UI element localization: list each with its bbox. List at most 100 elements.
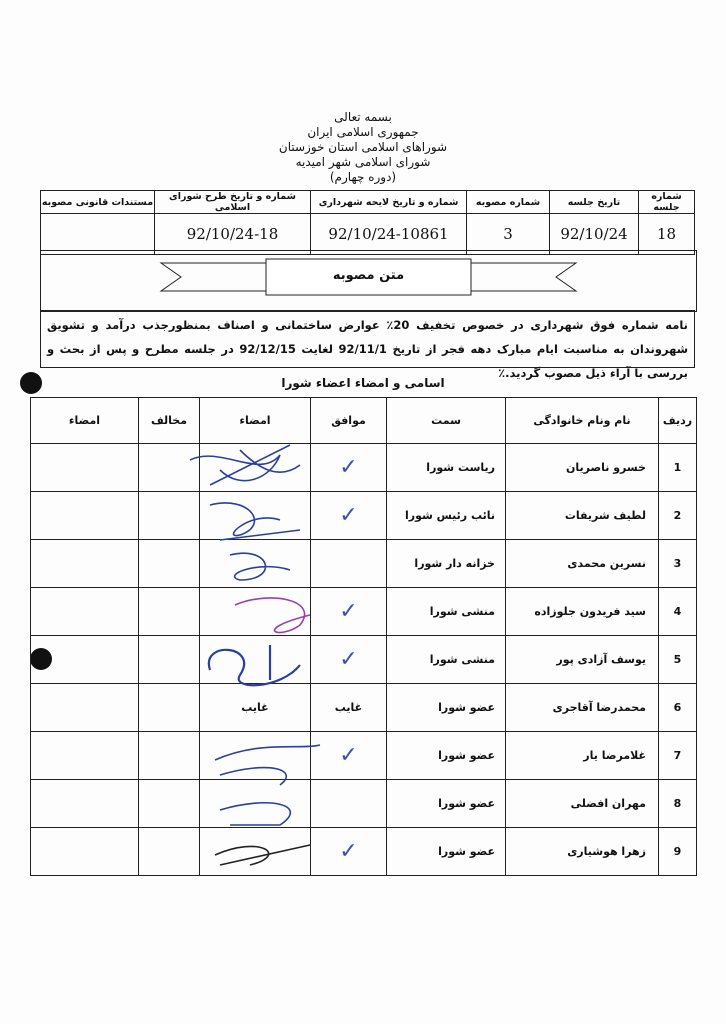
member-agree: ✓ — [310, 635, 387, 684]
member-sign2 — [30, 683, 139, 732]
header-bismillah: بسمه تعالی — [334, 110, 392, 124]
member-row: 4 سید فریدون جلوزاده منشی شورا ✓ — [30, 587, 697, 636]
signature-7 — [214, 744, 321, 786]
signature-5 — [207, 645, 301, 687]
member-oppose — [138, 443, 200, 492]
member-name: غلامرضا یار — [505, 731, 659, 780]
member-name: مهران افضلی — [505, 779, 659, 828]
member-row: 2 لطیف شریفات نائب رئیس شورا ✓ — [30, 491, 697, 540]
header-city-council: شورای اسلامی شهر امیدیه — [295, 155, 431, 169]
member-name: نسرین محمدی — [505, 539, 659, 588]
signature-1 — [189, 444, 301, 486]
member-sign2 — [30, 827, 139, 876]
member-role: منشی شورا — [386, 587, 506, 636]
member-no: 8 — [658, 779, 697, 828]
member-role: نائب رئیس شورا — [386, 491, 506, 540]
col-municipality-bill: شماره و تاریخ لایحه شهرداری — [310, 190, 467, 214]
member-role: خزانه دار شورا — [386, 539, 506, 588]
member-agree — [310, 539, 387, 588]
signature-4 — [234, 597, 311, 634]
member-agree: ✓ — [310, 731, 387, 780]
member-no: 5 — [658, 635, 697, 684]
col-oppose: مخالف — [138, 397, 200, 444]
signatures-overlay — [189, 444, 321, 866]
ribbon-banner-icon — [159, 258, 578, 296]
legal-docs — [40, 213, 155, 255]
col-legal-docs: مستندات قانونی مصوبه — [40, 190, 155, 214]
member-agree: ✓ — [310, 587, 387, 636]
signature-9 — [214, 844, 311, 866]
member-name: محمدرضا آقاجری — [505, 683, 659, 732]
member-agree: ✓ — [310, 491, 387, 540]
member-role: ریاست شورا — [386, 443, 506, 492]
member-oppose — [138, 779, 200, 828]
member-role: عضو شورا — [386, 827, 506, 876]
member-agree: ✓ — [310, 443, 387, 492]
signature-2 — [209, 502, 301, 541]
member-sign2 — [30, 779, 139, 828]
col-agree: موافق — [310, 397, 387, 444]
member-oppose — [138, 635, 200, 684]
member-agree: ✓ — [310, 827, 387, 876]
member-sign2 — [30, 731, 139, 780]
col-role: سمت — [386, 397, 506, 444]
punch-hole — [20, 372, 42, 394]
member-sign2 — [30, 539, 139, 588]
resolution-no: 3 — [466, 213, 550, 255]
col-signature-2: امضاء — [30, 397, 139, 444]
member-name: یوسف آزادی پور — [505, 635, 659, 684]
member-role: عضو شورا — [386, 683, 506, 732]
member-oppose — [138, 587, 200, 636]
header-country: جمهوری اسلامی ایران — [307, 125, 419, 139]
member-role: عضو شورا — [386, 779, 506, 828]
member-agree — [310, 779, 387, 828]
member-row: 8 مهران افضلی عضو شورا — [30, 779, 697, 828]
member-row: 3 نسرین محمدی خزانه دار شورا — [30, 539, 697, 588]
member-name: سید فریدون جلوزاده — [505, 587, 659, 636]
member-sign — [199, 827, 311, 876]
resolution-text: نامه شماره فوق شهرداری در خصوص تخفیف 20٪… — [40, 310, 695, 380]
member-oppose — [138, 683, 200, 732]
resolution-banner-box: متن مصوبه — [40, 250, 697, 312]
member-no: 7 — [658, 731, 697, 780]
member-no: 4 — [658, 587, 697, 636]
members-title: اسامی و امضاء اعضاء شورا — [281, 376, 445, 390]
member-oppose — [138, 731, 200, 780]
member-sign: غایب — [199, 683, 311, 732]
member-sign2 — [30, 443, 139, 492]
member-row: 1 خسرو ناصریان ریاست شورا ✓ — [30, 443, 697, 492]
col-council-plan: شماره و تاریخ طرح شورای اسلامی — [154, 190, 311, 214]
col-session-date: تاریخ جلسه — [549, 190, 639, 214]
member-row: 7 غلامرضا یار عضو شورا ✓ — [30, 731, 697, 780]
member-row: 6 محمدرضا آقاجری عضو شورا غایب غایب — [30, 683, 697, 732]
member-sign — [199, 491, 311, 540]
header-province-councils: شوراهای اسلامی استان خوزستان — [278, 140, 448, 154]
member-role: عضو شورا — [386, 731, 506, 780]
member-sign — [199, 635, 311, 684]
signature-8 — [219, 801, 292, 826]
council-plan: 92/10/24-18 — [154, 213, 311, 255]
signature-3 — [229, 552, 291, 581]
session-info-table: شماره جلسه تاریخ جلسه شماره مصوبه شماره … — [40, 190, 695, 255]
member-sign — [199, 539, 311, 588]
header-term: (دوره چهارم) — [329, 170, 397, 184]
member-agree: غایب — [310, 683, 387, 732]
member-no: 3 — [658, 539, 697, 588]
member-oppose — [138, 491, 200, 540]
member-name: خسرو ناصریان — [505, 443, 659, 492]
member-sign2 — [30, 491, 139, 540]
member-oppose — [138, 827, 200, 876]
session-no: 18 — [638, 213, 695, 255]
col-signature: امضاء — [199, 397, 311, 444]
member-no: 6 — [658, 683, 697, 732]
member-sign2 — [30, 587, 139, 636]
col-session-no: شماره جلسه — [638, 190, 695, 214]
member-no: 9 — [658, 827, 697, 876]
col-name: نام ونام خانوادگی — [505, 397, 659, 444]
session-date: 92/10/24 — [549, 213, 639, 255]
banner-title: متن مصوبه — [332, 268, 405, 283]
col-row: ردیف — [658, 397, 697, 444]
member-no: 1 — [658, 443, 697, 492]
member-sign — [199, 587, 311, 636]
